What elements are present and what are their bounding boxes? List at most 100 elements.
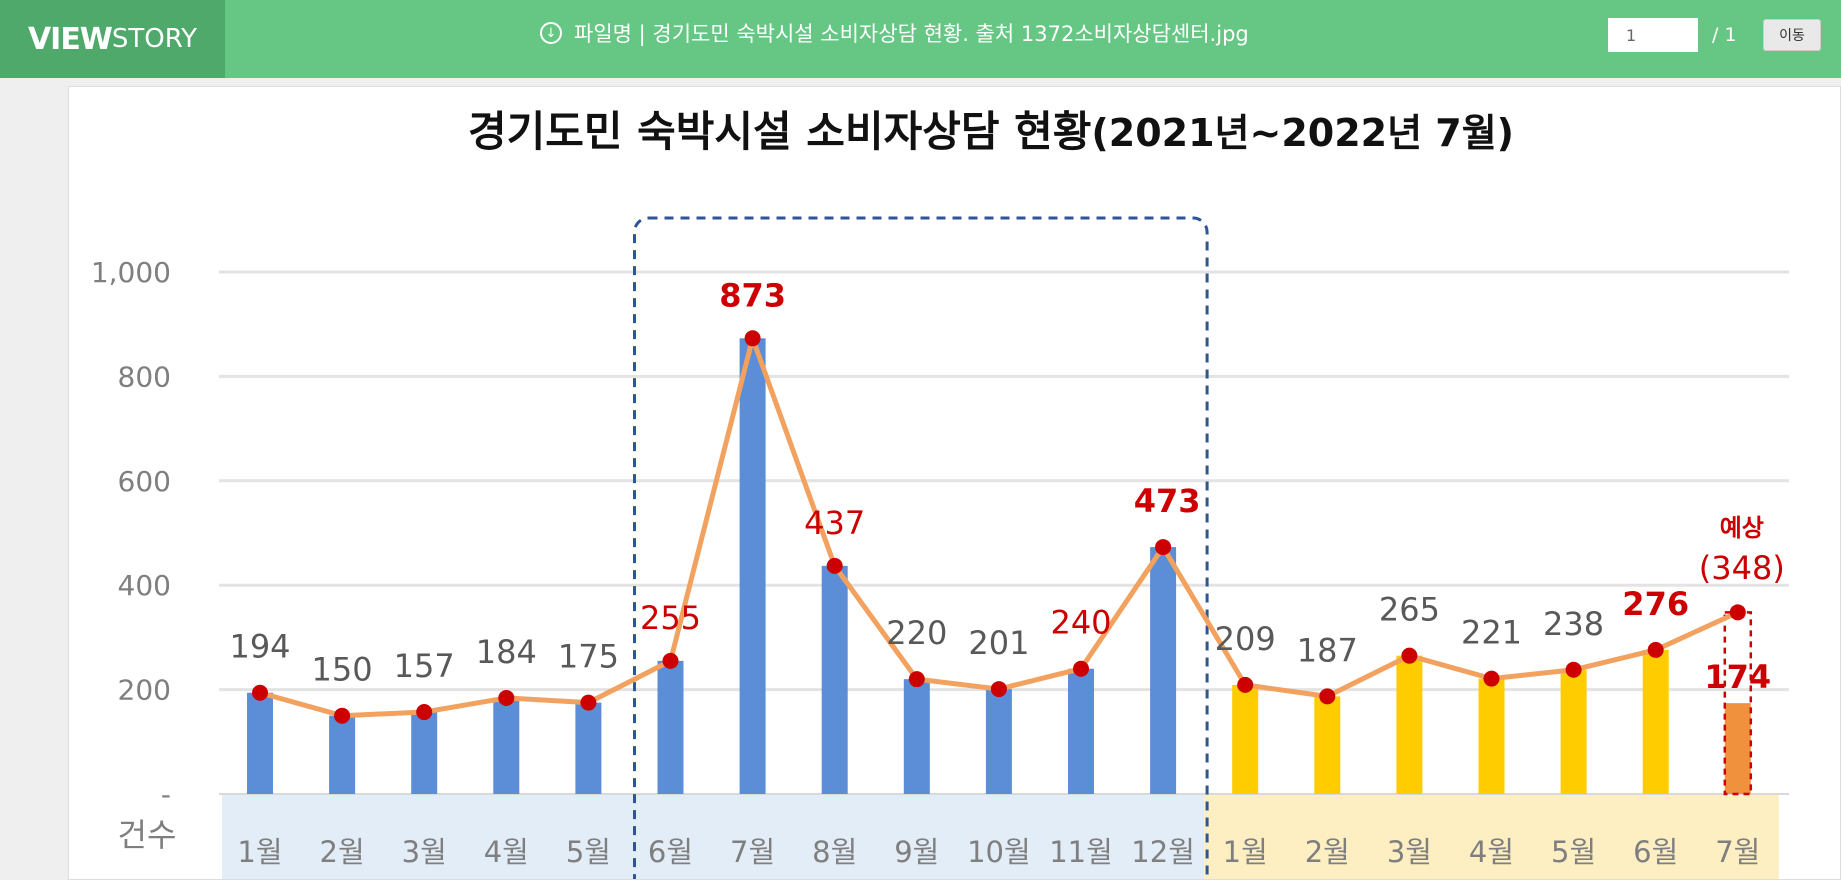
line-marker <box>416 704 433 721</box>
x-tick-label: 1월 <box>237 835 282 869</box>
value-label: 157 <box>394 647 455 685</box>
value-label: 265 <box>1379 591 1440 629</box>
line-marker <box>1565 661 1582 678</box>
y-tick-label: 200 <box>118 674 171 707</box>
line-marker <box>1401 647 1418 664</box>
page-number-input[interactable] <box>1608 18 1698 52</box>
chart-title-main: 경기도민 숙박시설 소비자상담 현황 <box>468 107 1091 156</box>
value-label: 175 <box>558 638 619 676</box>
bar <box>739 338 766 794</box>
bar <box>575 702 602 794</box>
value-label: 174 <box>1704 658 1771 696</box>
bar <box>1068 668 1094 794</box>
bar <box>1560 669 1587 794</box>
value-label: 220 <box>886 614 947 652</box>
x-tick-label: 7월 <box>730 835 775 869</box>
forecast-value: (348) <box>1699 549 1785 587</box>
logo-light: STORY <box>111 24 198 54</box>
y-tick-label: 400 <box>118 569 171 602</box>
line-marker <box>990 681 1007 698</box>
bar <box>821 565 848 794</box>
file-name-label: 파일명 | 경기도민 숙박시설 소비자상담 현황. 출처 1372소비자상담센터… <box>574 22 1249 46</box>
x-tick-label: 4월 <box>484 835 529 869</box>
bar <box>411 712 438 794</box>
line-marker <box>662 652 679 669</box>
x-tick-label: 11월 <box>1049 835 1113 869</box>
value-label: 873 <box>719 276 786 314</box>
top-bar: VIEW STORY ↓ 파일명 | 경기도민 숙박시설 소비자상담 현황. 출처… <box>0 0 1841 78</box>
value-label: 194 <box>229 628 290 666</box>
value-label: 437 <box>804 504 865 542</box>
x-tick-label: 6월 <box>648 835 693 869</box>
value-label: 150 <box>312 651 373 689</box>
logo-bold: VIEW <box>27 21 113 57</box>
y-axis-label: 건수 <box>118 816 177 854</box>
go-button[interactable]: 이동 <box>1763 19 1821 51</box>
x-tick-label: 9월 <box>894 835 939 869</box>
x-tick-label: 7월 <box>1715 835 1760 869</box>
line-marker <box>498 689 515 706</box>
y-tick-label: 600 <box>118 465 171 498</box>
value-label: 255 <box>640 599 701 637</box>
value-label: 209 <box>1215 620 1276 658</box>
line-marker <box>744 330 761 347</box>
page-total: / 1 <box>1712 24 1737 46</box>
line-marker <box>1319 688 1336 705</box>
forecast-label: 예상 <box>1720 514 1764 542</box>
line-marker <box>580 694 597 711</box>
value-label: 201 <box>968 624 1029 662</box>
bar <box>903 679 930 794</box>
value-label: 473 <box>1134 482 1201 520</box>
line-marker <box>1237 676 1254 693</box>
value-label: 184 <box>476 633 537 671</box>
viewstory-logo[interactable]: VIEW STORY <box>0 0 225 78</box>
value-label: 187 <box>1297 631 1358 669</box>
bar <box>657 660 684 794</box>
line-marker <box>1647 641 1664 658</box>
x-tick-label: 2월 <box>320 835 365 869</box>
chart-title-suffix: (2021년~2022년 7월) <box>1091 111 1514 155</box>
y-tick-label: - <box>161 778 171 811</box>
x-tick-label: 8월 <box>812 835 857 869</box>
bar <box>247 692 273 794</box>
value-label: 240 <box>1050 604 1111 642</box>
line-marker <box>252 684 268 701</box>
x-tick-label: 3월 <box>402 835 447 869</box>
bar <box>1150 547 1177 794</box>
x-tick-label: 5월 <box>566 835 611 869</box>
bar <box>1396 655 1423 794</box>
bar <box>1642 649 1669 794</box>
download-icon[interactable]: ↓ <box>540 22 562 44</box>
chart-title: 경기도민 숙박시설 소비자상담 현황(2021년~2022년 7월) <box>468 107 1514 156</box>
line-marker <box>826 557 843 574</box>
x-tick-label: 2월 <box>1305 835 1350 869</box>
line-marker <box>908 671 925 688</box>
line-marker <box>1155 539 1172 556</box>
value-label: 221 <box>1461 614 1522 652</box>
bar <box>1724 703 1751 794</box>
bar <box>329 715 356 794</box>
x-tick-label: 5월 <box>1551 835 1596 869</box>
x-tick-label: 6월 <box>1633 835 1678 869</box>
bar <box>493 697 520 794</box>
bar <box>985 689 1012 794</box>
highlight-box <box>633 216 1209 879</box>
image-viewer: - 200 400 600 800 1,000 건수 경기도민 숙박시설 소비자상담 현황(2… <box>68 86 1841 880</box>
line-marker <box>1729 604 1746 621</box>
line-marker <box>1073 660 1089 677</box>
x-tick-label: 1월 <box>1223 835 1268 869</box>
x-tick-label: 12월 <box>1131 835 1195 869</box>
x-tick-label: 10월 <box>967 835 1031 869</box>
x-tick-label: 3월 <box>1387 835 1432 869</box>
x-tick-label: 4월 <box>1469 835 1514 869</box>
y-tick-label: 1,000 <box>91 256 171 289</box>
consultation-chart: - 200 400 600 800 1,000 건수 경기도민 숙박시설 소비자상담 현황(2… <box>91 107 1789 879</box>
value-label: 276 <box>1622 585 1689 623</box>
value-label: 238 <box>1543 605 1604 643</box>
band-2022 <box>1204 794 1779 879</box>
bar <box>1232 684 1259 794</box>
y-tick-label: 800 <box>118 360 171 393</box>
bar <box>1314 696 1341 794</box>
line-marker <box>1483 670 1500 687</box>
bar <box>1478 678 1505 794</box>
